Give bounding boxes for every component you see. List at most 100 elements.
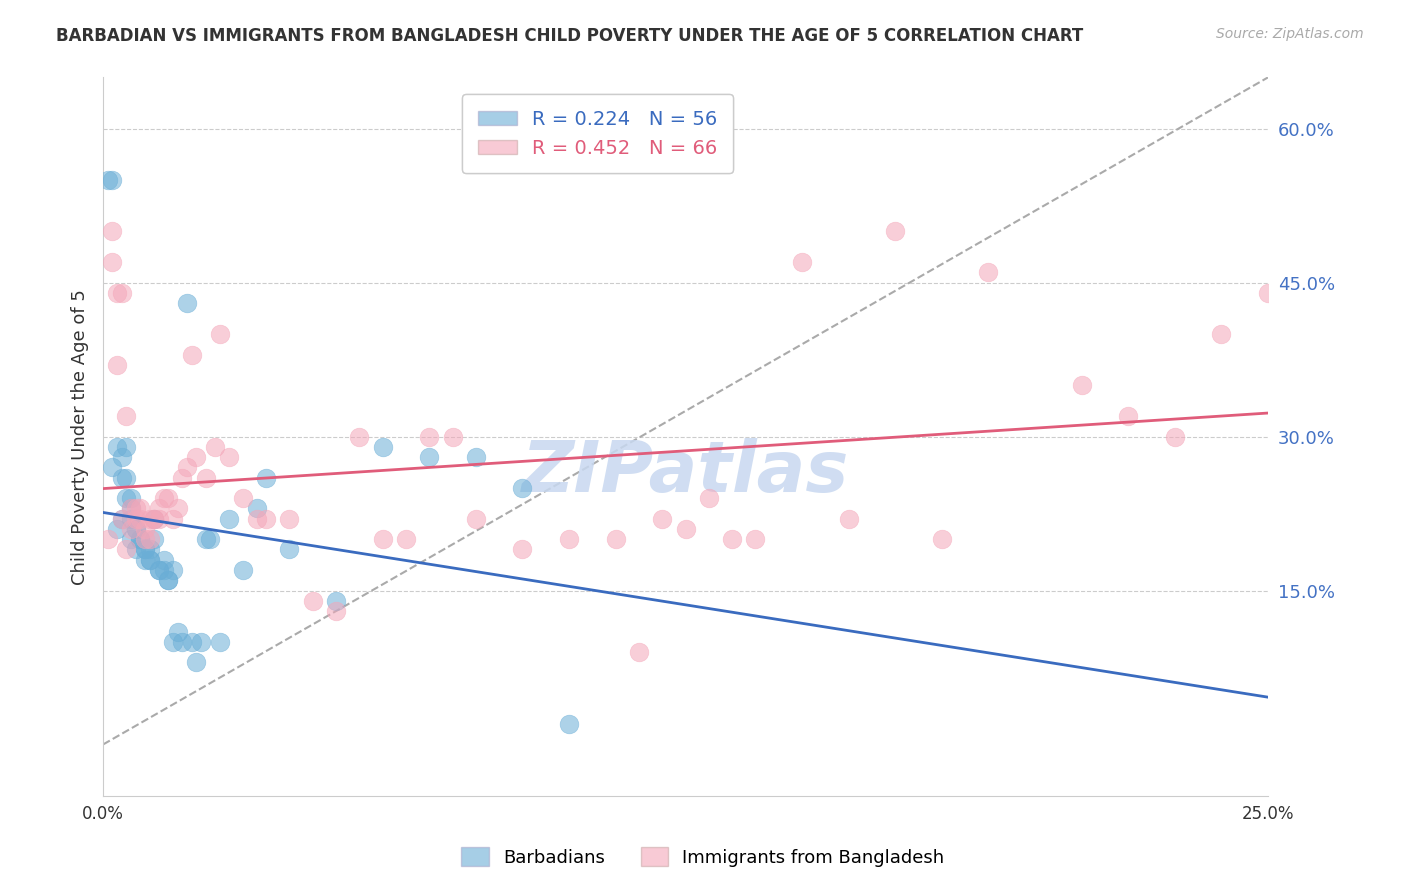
Point — [172, 470, 194, 484]
Point — [325, 594, 347, 608]
Point — [129, 533, 152, 547]
Point — [134, 553, 156, 567]
Point — [349, 429, 371, 443]
Point — [675, 522, 697, 536]
Point — [129, 511, 152, 525]
Point — [134, 542, 156, 557]
Point — [138, 553, 160, 567]
Point — [120, 501, 142, 516]
Point — [115, 409, 138, 423]
Point — [418, 429, 440, 443]
Text: Source: ZipAtlas.com: Source: ZipAtlas.com — [1216, 27, 1364, 41]
Point — [157, 491, 180, 505]
Point — [254, 511, 277, 525]
Point — [129, 501, 152, 516]
Point — [232, 563, 254, 577]
Point — [744, 533, 766, 547]
Point — [120, 511, 142, 525]
Text: BARBADIAN VS IMMIGRANTS FROM BANGLADESH CHILD POVERTY UNDER THE AGE OF 5 CORRELA: BARBADIAN VS IMMIGRANTS FROM BANGLADESH … — [56, 27, 1084, 45]
Point — [101, 255, 124, 269]
Point — [111, 511, 134, 525]
Point — [134, 522, 156, 536]
Point — [138, 533, 160, 547]
Point — [152, 563, 174, 577]
Point — [218, 511, 240, 525]
Point — [143, 511, 166, 525]
Point — [125, 501, 148, 516]
Point — [301, 594, 323, 608]
Point — [190, 635, 212, 649]
Point — [105, 358, 128, 372]
Point — [371, 533, 394, 547]
Point — [105, 285, 128, 300]
Point — [152, 553, 174, 567]
Point — [97, 533, 120, 547]
Point — [111, 450, 134, 464]
Point — [143, 533, 166, 547]
Point — [162, 563, 184, 577]
Point — [254, 470, 277, 484]
Point — [105, 522, 128, 536]
Point — [371, 440, 394, 454]
Point — [512, 481, 534, 495]
Point — [111, 285, 134, 300]
Point — [931, 533, 953, 547]
Point — [441, 429, 464, 443]
Point — [166, 624, 188, 639]
Point — [101, 173, 124, 187]
Point — [1257, 285, 1279, 300]
Point — [180, 635, 202, 649]
Point — [125, 522, 148, 536]
Point — [143, 511, 166, 525]
Point — [111, 511, 134, 525]
Point — [218, 450, 240, 464]
Point — [246, 511, 269, 525]
Point — [194, 470, 217, 484]
Point — [120, 533, 142, 547]
Point — [884, 224, 907, 238]
Point — [325, 604, 347, 618]
Point — [1070, 378, 1092, 392]
Point — [138, 553, 160, 567]
Point — [105, 440, 128, 454]
Point — [148, 563, 170, 577]
Point — [115, 470, 138, 484]
Point — [208, 326, 231, 341]
Point — [166, 501, 188, 516]
Point — [790, 255, 813, 269]
Point — [138, 542, 160, 557]
Point — [120, 491, 142, 505]
Point — [125, 511, 148, 525]
Point — [115, 542, 138, 557]
Point — [134, 542, 156, 557]
Point — [180, 347, 202, 361]
Point — [120, 501, 142, 516]
Point — [651, 511, 673, 525]
Point — [1116, 409, 1139, 423]
Point — [129, 533, 152, 547]
Point — [605, 533, 627, 547]
Point — [558, 717, 581, 731]
Point — [162, 635, 184, 649]
Point — [464, 450, 486, 464]
Point — [1164, 429, 1187, 443]
Point — [512, 542, 534, 557]
Point — [111, 470, 134, 484]
Point — [115, 440, 138, 454]
Point — [125, 522, 148, 536]
Point — [208, 635, 231, 649]
Point — [395, 533, 418, 547]
Point — [152, 491, 174, 505]
Point — [186, 450, 208, 464]
Point — [162, 511, 184, 525]
Point — [194, 533, 217, 547]
Point — [176, 296, 198, 310]
Point — [97, 173, 120, 187]
Point — [101, 224, 124, 238]
Point — [278, 511, 301, 525]
Point — [721, 533, 744, 547]
Point — [697, 491, 720, 505]
Point — [200, 533, 222, 547]
Legend: Barbadians, Immigrants from Bangladesh: Barbadians, Immigrants from Bangladesh — [454, 840, 952, 874]
Point — [120, 522, 142, 536]
